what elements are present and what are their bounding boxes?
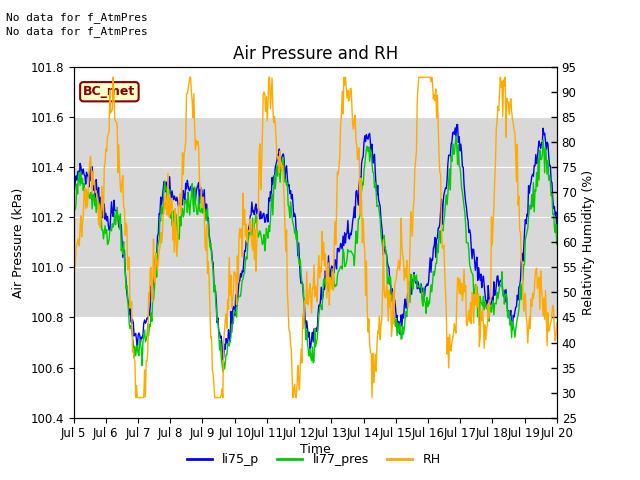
Text: BC_met: BC_met (83, 85, 136, 98)
Legend: li75_p, li77_pres, RH: li75_p, li77_pres, RH (182, 448, 445, 471)
Text: No data for f_AtmPres: No data for f_AtmPres (6, 12, 148, 23)
X-axis label: Time: Time (300, 443, 331, 456)
Text: No data for f_AtmPres: No data for f_AtmPres (6, 26, 148, 37)
Y-axis label: Relativity Humidity (%): Relativity Humidity (%) (582, 170, 595, 315)
Y-axis label: Air Pressure (kPa): Air Pressure (kPa) (12, 187, 25, 298)
Title: Air Pressure and RH: Air Pressure and RH (232, 45, 398, 63)
Bar (74, 117, 557, 317)
